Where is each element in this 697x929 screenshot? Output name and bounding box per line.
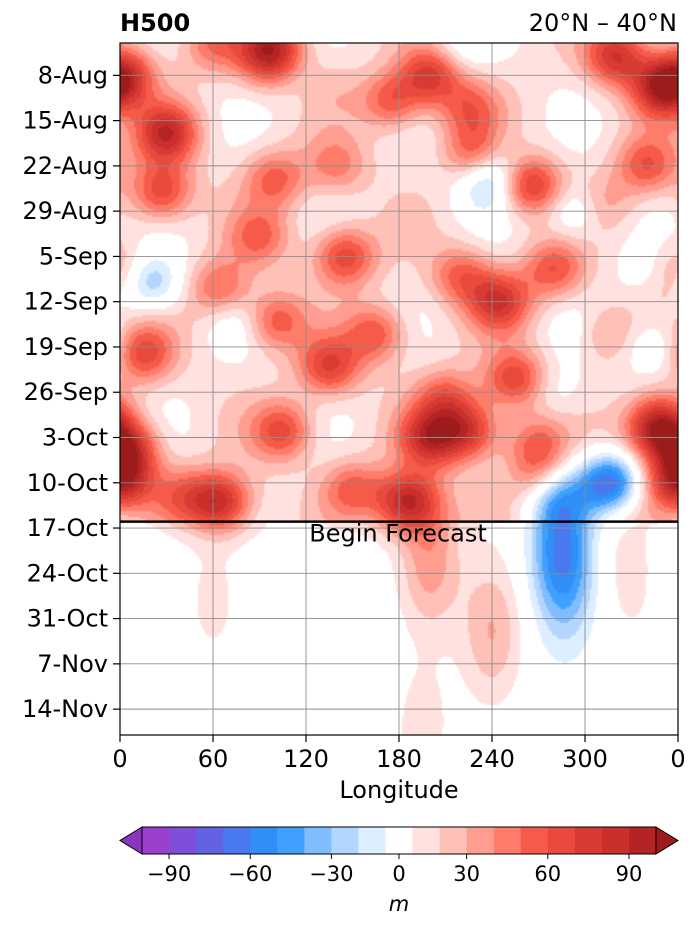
x-tick-label: 60 [198, 745, 229, 773]
colorbar-swatch [574, 827, 603, 854]
y-tick-label: 7-Nov [37, 650, 108, 678]
y-tick-label: 3-Oct [42, 424, 108, 452]
x-tick-label: 180 [376, 745, 422, 773]
colorbar-swatch [466, 827, 495, 854]
grid-lines [120, 43, 678, 735]
x-axis-label: Longitude [339, 776, 458, 804]
y-tick-label: 29-Aug [22, 197, 108, 225]
colorbar-swatch [277, 827, 305, 854]
colorbar-swatch [196, 827, 224, 854]
x-axis: 0 60 120 180 240 300 0 [112, 735, 686, 773]
colorbar-swatch [304, 827, 332, 854]
colorbar-swatch [385, 827, 414, 854]
colorbar-swatch [493, 827, 522, 854]
x-tick-label: 0 [112, 745, 127, 773]
x-tick-label: 240 [469, 745, 515, 773]
colorbar-tick-label: −30 [309, 862, 353, 886]
colorbar-over-arrow [655, 826, 679, 855]
y-tick-label: 26-Sep [24, 378, 108, 406]
colorbar-tick-label: 30 [453, 862, 480, 886]
y-tick-label: 5-Sep [39, 242, 108, 270]
colorbar: −90 −60 −30 0 30 60 90 [119, 826, 679, 886]
y-tick-label: 12-Sep [24, 288, 108, 316]
colorbar-swatch [601, 827, 630, 854]
colorbar-tick-label: −90 [147, 862, 191, 886]
y-tick-label: 22-Aug [22, 152, 108, 180]
y-tick-label: 8-Aug [38, 61, 108, 89]
x-tick-label: 0 [670, 745, 685, 773]
y-axis: 8-Aug 15-Aug 22-Aug 29-Aug 5-Sep 12-Sep 19-Sep… [22, 61, 120, 723]
y-tick-label: 10-Oct [27, 469, 108, 497]
x-tick-label: 300 [562, 745, 608, 773]
forecast-annotation: Begin Forecast [309, 520, 487, 548]
colorbar-swatch [250, 827, 278, 854]
colorbar-tick-label: −60 [228, 862, 272, 886]
colorbar-under-arrow [119, 826, 143, 855]
plot-area: Begin Forecast [119, 42, 679, 736]
chart-title: H500 [120, 9, 190, 37]
y-tick-label: 19-Sep [24, 333, 108, 361]
colorbar-tick-label: 90 [616, 862, 643, 886]
y-tick-label: 14-Nov [22, 695, 108, 723]
colorbar-swatch [169, 827, 197, 854]
y-tick-label: 31-Oct [27, 605, 108, 633]
y-tick-label: 17-Oct [27, 514, 108, 542]
colorbar-swatch [142, 827, 170, 854]
y-tick-label: 24-Oct [27, 559, 108, 587]
colorbar-label: m [389, 892, 409, 916]
colorbar-swatch [628, 827, 657, 854]
colorbar-swatch [358, 827, 386, 854]
colorbar-tick-label: 0 [392, 862, 405, 886]
colorbar-tick-label: 60 [534, 862, 561, 886]
y-tick-label: 15-Aug [22, 107, 108, 135]
colorbar-swatch [223, 827, 251, 854]
chart-subtitle: 20°N – 40°N [529, 9, 677, 37]
colorbar-swatch [547, 827, 576, 854]
colorbar-swatch [439, 827, 468, 854]
colorbar-swatch [520, 827, 549, 854]
x-tick-label: 120 [283, 745, 329, 773]
colorbar-swatch [412, 827, 441, 854]
colorbar-swatch [331, 827, 359, 854]
